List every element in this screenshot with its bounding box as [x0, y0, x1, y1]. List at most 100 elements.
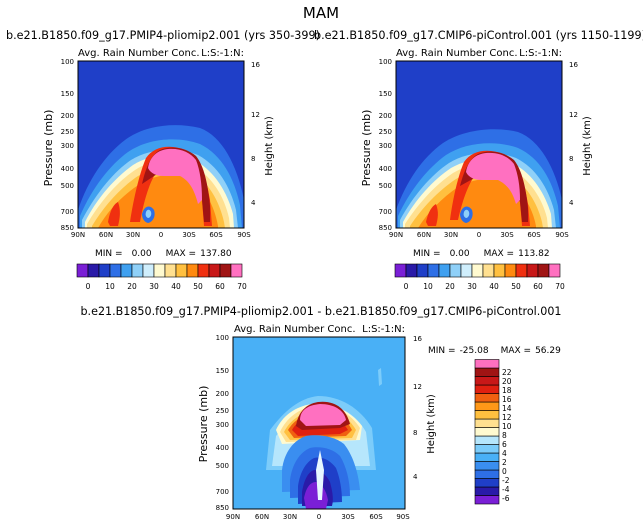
y-axis-ticks: 100 150 200 250 300 400 500 700 850 — [379, 58, 392, 232]
min-label: MIN = — [413, 249, 441, 259]
y-tick-label: 400 — [379, 165, 392, 173]
x-tick-label: 30S — [341, 513, 355, 521]
height-tick-label: 4 — [251, 199, 256, 207]
colorbar-labels: 0 10 20 30 40 50 60 70 — [404, 282, 565, 291]
panel-subtitle: Avg. Rain Number Conc. — [234, 324, 356, 335]
colorbar-label: 40 — [171, 282, 181, 291]
y-right-ticks: 16 12 8 4 — [569, 61, 578, 207]
y-tick-label: 200 — [216, 390, 229, 398]
height-tick-label: 8 — [413, 429, 417, 437]
x-tick-label: 0 — [477, 231, 481, 239]
y-tick-label: 200 — [379, 112, 392, 120]
colorbar-label: 30 — [149, 282, 159, 291]
x-tick-label: 90S — [555, 231, 569, 239]
panel-title: b.e21.B1850.f09_g17.PMIP4-pliomip2.001 (… — [6, 28, 320, 42]
colorbar-label: 50 — [511, 282, 521, 291]
y-tick-label: 850 — [379, 224, 392, 232]
x-tick-label: 90N — [389, 231, 403, 239]
x-tick-label: 60N — [417, 231, 431, 239]
x-tick-label: 90S — [396, 513, 410, 521]
y-axis-label: Pressure (mb) — [42, 110, 55, 187]
colorbar-label: 16 — [502, 395, 512, 404]
colorbar-swatch — [526, 263, 539, 278]
y-tick-label: 150 — [216, 367, 229, 375]
x-tick-label: 60N — [99, 231, 113, 239]
contour-level-warmstreak — [426, 204, 438, 226]
colorbar-swatch — [474, 444, 500, 454]
colorbar-swatch — [474, 376, 500, 386]
contour-level-pink — [300, 404, 346, 426]
min-label: MIN = — [95, 249, 123, 259]
colorbar-swatch — [504, 263, 517, 278]
y-tick-label: 250 — [216, 407, 229, 415]
panel-difference: b.e21.B1850.f09_g17.PMIP4-pliomip2.001 -… — [81, 304, 562, 521]
x-tick-label: 30S — [182, 231, 196, 239]
colorbar-labels: 22 20 18 16 14 12 10 8 6 4 2 0 -2 -4 -6 — [502, 368, 512, 503]
panel-pliomip2: b.e21.B1850.f09_g17.PMIP4-pliomip2.001 (… — [6, 28, 320, 291]
contour-level-darkorange — [98, 174, 218, 228]
colorbar-label: 40 — [489, 282, 499, 291]
colorbar — [474, 359, 500, 505]
colorbar-label: 12 — [502, 413, 512, 422]
max-value: 56.29 — [535, 346, 561, 356]
colorbar-swatch — [427, 263, 440, 278]
y-tick-label: 500 — [61, 182, 74, 190]
figure-title: MAM — [303, 4, 339, 22]
colorbar-label: 14 — [502, 404, 512, 413]
colorbar-swatch — [230, 263, 243, 278]
colorbar-label: 8 — [502, 431, 507, 440]
colorbar-label: 4 — [502, 449, 507, 458]
colorbar-swatch — [153, 263, 166, 278]
contour-level-darkorange — [418, 178, 536, 228]
y-tick-label: 400 — [216, 444, 229, 452]
x-tick-label: 60S — [209, 231, 223, 239]
y-axis-ticks: 100 150 200 250 300 400 500 700 850 — [61, 58, 74, 232]
contour-level-streak — [378, 368, 382, 386]
x-tick-label: 60S — [527, 231, 541, 239]
colorbar-swatch — [438, 263, 451, 278]
colorbar-swatch — [394, 263, 407, 278]
y-tick-label: 100 — [379, 58, 392, 66]
colorbar-label: 10 — [105, 282, 115, 291]
x-tick-label: 90N — [71, 231, 85, 239]
colorbar-label: 20 — [502, 377, 512, 386]
colorbar-label: 10 — [423, 282, 433, 291]
panel-picontrol: b.e21.B1850.f09_g17.CMIP6-piControl.001 … — [314, 28, 643, 291]
colorbar-label: 6 — [502, 440, 507, 449]
colorbar-swatch — [474, 384, 500, 394]
contour-level-warmstreak — [108, 202, 120, 226]
colorbar-swatch — [482, 263, 495, 278]
colorbar-label: 60 — [215, 282, 225, 291]
y-tick-label: 500 — [216, 462, 229, 470]
colorbar-swatch — [142, 263, 155, 278]
x-axis-ticks: 90N 60N 30N 0 30S 60S 90S — [71, 231, 251, 239]
colorbar-label: 30 — [467, 282, 477, 291]
colorbar-swatch — [537, 263, 550, 278]
y-right-ticks: 16 12 8 4 — [251, 61, 260, 207]
panel-title: b.e21.B1850.f09_g17.CMIP6-piControl.001 … — [314, 28, 643, 42]
colorbar-swatch — [186, 263, 199, 278]
contour-fills — [78, 125, 244, 228]
colorbar-label: 10 — [502, 422, 512, 431]
colorbar-swatch — [474, 410, 500, 420]
x-axis-ticks: 90N 60N 30N 0 30S 60S 90S — [389, 231, 569, 239]
colorbar-label: 2 — [502, 458, 507, 467]
stats-label: MIN = 0.00 MAX = 137.80 — [95, 249, 232, 259]
stats-label: MIN = -25.08 MAX = 56.29 — [428, 346, 561, 356]
contour-level-pink — [148, 148, 202, 204]
x-tick-label: 90S — [237, 231, 251, 239]
colorbar-swatch — [197, 263, 210, 278]
colorbar-label: 18 — [502, 386, 512, 395]
min-value: 0.00 — [132, 249, 152, 259]
x-tick-label: 0 — [317, 513, 321, 521]
max-value: 113.82 — [518, 249, 550, 259]
x-tick-label: 30N — [283, 513, 297, 521]
contour-level-coldspot-inner — [463, 209, 470, 218]
height-tick-label: 16 — [413, 335, 422, 343]
height-tick-label: 8 — [569, 155, 573, 163]
colorbar-swatch — [474, 495, 500, 505]
colorbar-labels: 0 10 20 30 40 50 60 70 — [86, 282, 247, 291]
max-label: MAX = — [501, 346, 532, 356]
colorbar-swatch — [474, 401, 500, 411]
